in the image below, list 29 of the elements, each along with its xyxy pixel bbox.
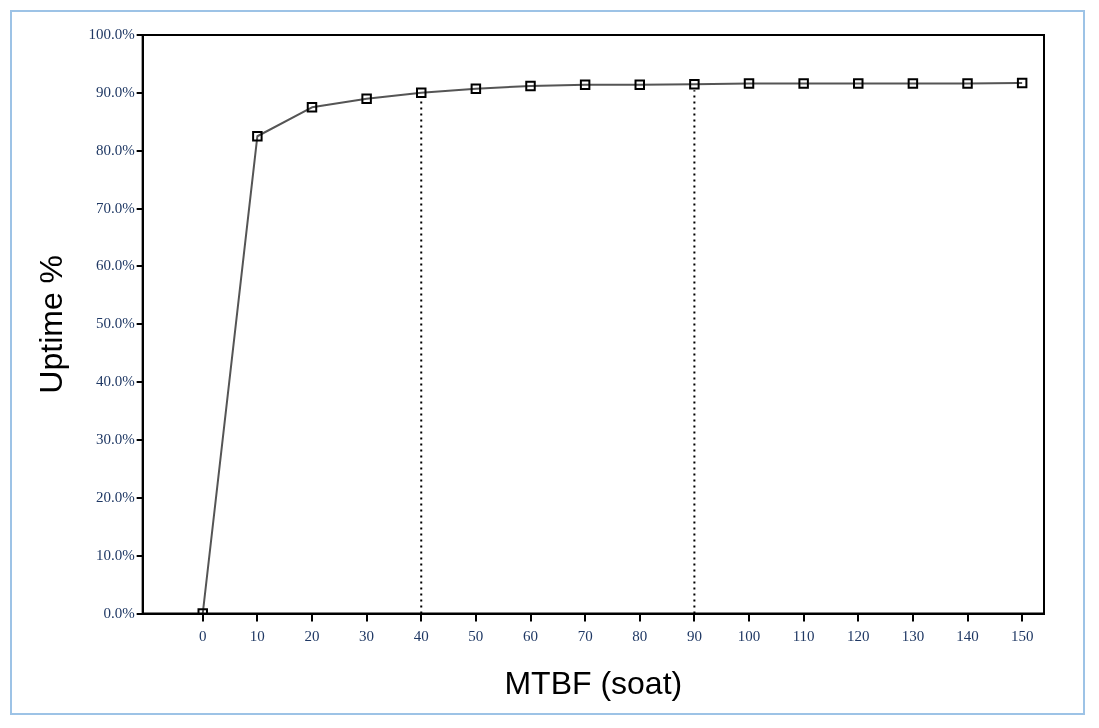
y-tick-label: 70.0% — [95, 199, 135, 216]
y-tick-label: 80.0% — [95, 141, 135, 158]
y-tick-label: 30.0% — [95, 430, 135, 447]
y-tick-label: 10.0% — [95, 546, 135, 563]
y-tick-label: 90.0% — [95, 83, 135, 100]
x-tick-label: 50 — [468, 627, 484, 644]
x-tick-label: 60 — [523, 627, 538, 644]
x-tick-label: 40 — [413, 627, 429, 644]
x-tick-label: 30 — [359, 627, 375, 644]
x-tick-label: 0 — [198, 627, 207, 644]
y-axis-title: Uptime % — [33, 254, 70, 394]
y-tick-label: 100.0% — [88, 25, 135, 42]
y-tick-label: 20.0% — [95, 488, 135, 505]
x-tick-label: 130 — [901, 627, 925, 644]
x-tick-label: 20 — [304, 627, 320, 644]
x-tick-label: 150 — [1010, 627, 1034, 644]
y-tick-label: 0.0% — [103, 604, 135, 621]
x-tick-label: 110 — [792, 627, 815, 644]
x-tick-label: 140 — [956, 627, 979, 644]
x-tick-label: 90 — [686, 627, 702, 644]
x-tick-label: 100 — [737, 627, 761, 644]
x-tick-label: 10 — [249, 627, 265, 644]
y-tick-label: 40.0% — [95, 373, 135, 390]
x-tick-label: 70 — [577, 627, 593, 644]
x-axis-title: MTBF (soat) — [504, 664, 683, 701]
y-tick-label: 50.0% — [95, 315, 135, 332]
x-tick-label: 80 — [632, 627, 648, 644]
x-tick-label: 120 — [847, 627, 870, 644]
y-tick-label: 60.0% — [95, 257, 135, 274]
